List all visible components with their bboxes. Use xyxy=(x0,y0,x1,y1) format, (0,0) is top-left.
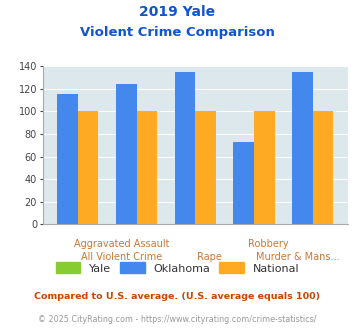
Text: Violent Crime Comparison: Violent Crime Comparison xyxy=(80,26,275,39)
Bar xyxy=(292,72,313,224)
Text: Murder & Mans...: Murder & Mans... xyxy=(256,251,340,262)
Legend: Yale, Oklahoma, National: Yale, Oklahoma, National xyxy=(51,258,304,278)
Bar xyxy=(313,111,333,224)
Text: All Violent Crime: All Violent Crime xyxy=(81,251,163,262)
Bar xyxy=(254,111,274,224)
Bar xyxy=(78,111,98,224)
Text: © 2025 CityRating.com - https://www.cityrating.com/crime-statistics/: © 2025 CityRating.com - https://www.city… xyxy=(38,315,317,324)
Bar xyxy=(137,111,157,224)
Text: Aggravated Assault: Aggravated Assault xyxy=(74,239,170,249)
Text: Compared to U.S. average. (U.S. average equals 100): Compared to U.S. average. (U.S. average … xyxy=(34,292,321,301)
Bar xyxy=(234,142,254,224)
Bar xyxy=(175,72,195,224)
Bar xyxy=(116,84,137,224)
Text: Rape: Rape xyxy=(197,251,222,262)
Bar xyxy=(195,111,216,224)
Text: Robbery: Robbery xyxy=(248,239,289,249)
Text: 2019 Yale: 2019 Yale xyxy=(140,5,215,19)
Bar xyxy=(57,94,78,224)
